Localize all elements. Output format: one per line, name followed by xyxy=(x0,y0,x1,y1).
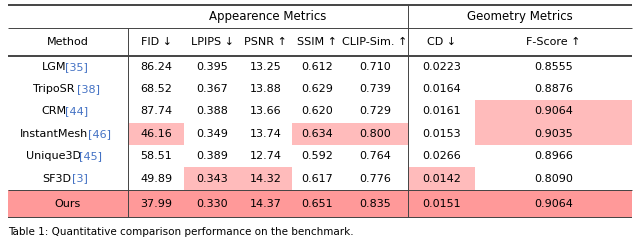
Text: 0.349: 0.349 xyxy=(196,129,228,139)
Text: 0.0153: 0.0153 xyxy=(422,129,461,139)
Text: 0.0266: 0.0266 xyxy=(422,151,461,161)
Text: F-Score ↑: F-Score ↑ xyxy=(526,37,581,47)
Text: 0.620: 0.620 xyxy=(301,106,333,116)
Text: 0.388: 0.388 xyxy=(196,106,228,116)
Text: 14.37: 14.37 xyxy=(250,199,282,209)
Text: 13.25: 13.25 xyxy=(250,62,282,72)
Text: PSNR ↑: PSNR ↑ xyxy=(244,37,287,47)
Text: [45]: [45] xyxy=(79,151,102,161)
Text: 0.592: 0.592 xyxy=(301,151,333,161)
Bar xyxy=(342,123,408,145)
Text: 0.0164: 0.0164 xyxy=(422,84,461,94)
Text: Method: Method xyxy=(47,37,89,47)
Text: 49.89: 49.89 xyxy=(140,173,172,183)
Text: 0.776: 0.776 xyxy=(359,173,391,183)
Text: Ours: Ours xyxy=(54,199,81,209)
Text: LGM: LGM xyxy=(42,62,66,72)
Text: Unique3D: Unique3D xyxy=(26,151,81,161)
Text: 0.0142: 0.0142 xyxy=(422,173,461,183)
Bar xyxy=(475,123,632,145)
Text: 0.800: 0.800 xyxy=(359,129,391,139)
Text: [38]: [38] xyxy=(77,84,100,94)
Text: SSIM ↑: SSIM ↑ xyxy=(297,37,337,47)
Bar xyxy=(240,167,292,190)
Text: 0.617: 0.617 xyxy=(301,173,333,183)
Bar xyxy=(128,123,184,145)
Text: CLIP-Sim. ↑: CLIP-Sim. ↑ xyxy=(342,37,408,47)
Text: LPIPS ↓: LPIPS ↓ xyxy=(191,37,234,47)
Text: TripoSR: TripoSR xyxy=(33,84,74,94)
Text: 14.32: 14.32 xyxy=(250,173,282,183)
Text: 87.74: 87.74 xyxy=(140,106,172,116)
Text: 0.9064: 0.9064 xyxy=(534,106,573,116)
Text: Appearence Metrics: Appearence Metrics xyxy=(209,10,327,23)
Text: CD ↓: CD ↓ xyxy=(427,37,456,47)
Text: 46.16: 46.16 xyxy=(140,129,172,139)
Text: 0.395: 0.395 xyxy=(196,62,228,72)
Text: 0.8555: 0.8555 xyxy=(534,62,573,72)
Text: 13.74: 13.74 xyxy=(250,129,282,139)
Text: 0.835: 0.835 xyxy=(359,199,391,209)
Bar xyxy=(184,167,240,190)
Text: 0.612: 0.612 xyxy=(301,62,333,72)
Text: 0.8090: 0.8090 xyxy=(534,173,573,183)
Text: 0.710: 0.710 xyxy=(359,62,391,72)
Text: 0.634: 0.634 xyxy=(301,129,333,139)
Text: [44]: [44] xyxy=(65,106,88,116)
Text: Table 1: Quantitative comparison performance on the benchmark.: Table 1: Quantitative comparison perform… xyxy=(8,227,353,237)
Text: 12.74: 12.74 xyxy=(250,151,282,161)
Text: 0.0223: 0.0223 xyxy=(422,62,461,72)
Text: CRM: CRM xyxy=(41,106,67,116)
Text: 0.343: 0.343 xyxy=(196,173,228,183)
Text: 0.0161: 0.0161 xyxy=(422,106,461,116)
Text: 13.88: 13.88 xyxy=(250,84,282,94)
Text: FID ↓: FID ↓ xyxy=(141,37,172,47)
Text: 0.739: 0.739 xyxy=(359,84,391,94)
Text: Geometry Metrics: Geometry Metrics xyxy=(467,10,573,23)
Text: SF3D: SF3D xyxy=(42,173,71,183)
Text: 0.330: 0.330 xyxy=(196,199,228,209)
Text: [46]: [46] xyxy=(88,129,111,139)
Text: 0.367: 0.367 xyxy=(196,84,228,94)
Text: 68.52: 68.52 xyxy=(140,84,172,94)
Text: 0.764: 0.764 xyxy=(359,151,391,161)
Text: 0.651: 0.651 xyxy=(301,199,333,209)
Text: InstantMesh: InstantMesh xyxy=(20,129,88,139)
Bar xyxy=(475,100,632,123)
Text: 0.389: 0.389 xyxy=(196,151,228,161)
Text: 86.24: 86.24 xyxy=(140,62,172,72)
Text: 0.629: 0.629 xyxy=(301,84,333,94)
Text: 37.99: 37.99 xyxy=(140,199,172,209)
Bar xyxy=(408,167,475,190)
Bar xyxy=(8,190,632,218)
Bar xyxy=(292,123,342,145)
Text: 0.9064: 0.9064 xyxy=(534,199,573,209)
Text: 0.8966: 0.8966 xyxy=(534,151,573,161)
Text: 0.8876: 0.8876 xyxy=(534,84,573,94)
Text: 0.729: 0.729 xyxy=(359,106,391,116)
Text: [35]: [35] xyxy=(65,62,88,72)
Text: 0.9035: 0.9035 xyxy=(534,129,573,139)
Text: [3]: [3] xyxy=(72,173,88,183)
Text: 58.51: 58.51 xyxy=(140,151,172,161)
Text: 0.0151: 0.0151 xyxy=(422,199,461,209)
Text: 13.66: 13.66 xyxy=(250,106,282,116)
